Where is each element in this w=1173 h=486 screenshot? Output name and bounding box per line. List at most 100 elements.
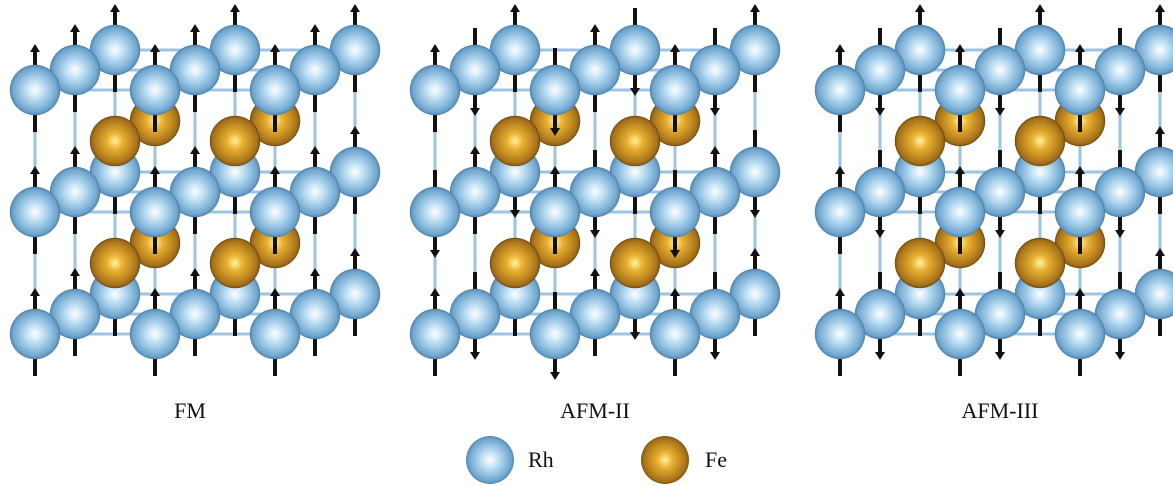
spin-head	[150, 166, 160, 174]
spin-head	[750, 210, 760, 218]
spin-head	[30, 166, 40, 174]
spin-head	[350, 126, 360, 134]
spin-head	[270, 166, 280, 174]
fe-atom	[1015, 116, 1065, 166]
rh-atom	[815, 309, 865, 359]
spin-head	[875, 108, 885, 116]
panel-label: FM	[174, 398, 206, 423]
lattice	[410, 4, 780, 380]
spin-head	[995, 352, 1005, 360]
spin-head	[70, 24, 80, 32]
rh-atom	[530, 65, 580, 115]
spin-head	[310, 268, 320, 276]
rh-atom	[935, 309, 985, 359]
spin-head	[310, 24, 320, 32]
rh-atom	[650, 65, 700, 115]
spin-head	[630, 332, 640, 340]
spin-head	[110, 4, 120, 12]
rh-atom	[410, 65, 460, 115]
spin-head	[550, 166, 560, 174]
fe-atom	[90, 238, 140, 288]
rh-atom	[130, 65, 180, 115]
spin-head	[270, 44, 280, 52]
spin-head	[470, 146, 480, 154]
spin-head	[1075, 288, 1085, 296]
fe-atom	[210, 238, 260, 288]
legend-label: Rh	[528, 447, 554, 472]
rh-atom	[1055, 187, 1105, 237]
spin-head	[1115, 230, 1125, 238]
spin-head	[995, 108, 1005, 116]
spin-head	[270, 288, 280, 296]
rh-atom	[1055, 309, 1105, 359]
spin-head	[230, 4, 240, 12]
spin-head	[190, 24, 200, 32]
spin-head	[430, 44, 440, 52]
legend-rh-sphere	[466, 436, 514, 484]
panels	[10, 4, 1173, 380]
spin-head	[835, 166, 845, 174]
spin-head	[835, 44, 845, 52]
spin-head	[875, 352, 885, 360]
spin-head	[1035, 4, 1045, 12]
fe-atom	[895, 238, 945, 288]
spin-head	[150, 288, 160, 296]
spin-head	[70, 146, 80, 154]
spin-head	[915, 4, 925, 12]
lattice	[10, 4, 380, 376]
spin-head	[1075, 166, 1085, 174]
spin-head	[670, 288, 680, 296]
spin-head	[190, 146, 200, 154]
spin-head	[510, 210, 520, 218]
rh-atom	[1055, 65, 1105, 115]
rh-atom	[410, 309, 460, 359]
spin-head	[750, 4, 760, 12]
legend-label: Fe	[705, 447, 727, 472]
spin-head	[1155, 4, 1165, 12]
spin-head	[1115, 108, 1125, 116]
spin-head	[350, 4, 360, 12]
rh-atom	[530, 187, 580, 237]
spin-head	[1155, 248, 1165, 256]
lattice	[815, 4, 1173, 376]
panel-label: AFM-III	[962, 398, 1039, 423]
fe-atom	[490, 116, 540, 166]
spin-head	[30, 44, 40, 52]
rh-atom	[10, 309, 60, 359]
spin-head	[590, 230, 600, 238]
spin-head	[470, 108, 480, 116]
rh-atom	[815, 65, 865, 115]
rh-atom	[815, 187, 865, 237]
spin-head	[835, 288, 845, 296]
spin-head	[430, 288, 440, 296]
spin-head	[1115, 352, 1125, 360]
spin-head	[750, 248, 760, 256]
spin-head	[310, 146, 320, 154]
fe-atom	[210, 116, 260, 166]
spin-head	[350, 248, 360, 256]
rh-atom	[935, 187, 985, 237]
rh-atom	[10, 187, 60, 237]
spin-head	[590, 24, 600, 32]
rh-atom	[250, 65, 300, 115]
panel-label: AFM-II	[560, 398, 630, 423]
spin-head	[955, 44, 965, 52]
rh-atom	[130, 187, 180, 237]
fe-atom	[610, 238, 660, 288]
fe-atom	[610, 116, 660, 166]
rh-atom	[650, 187, 700, 237]
fe-atom	[1015, 238, 1065, 288]
spin-head	[710, 146, 720, 154]
rh-atom	[10, 65, 60, 115]
rh-atom	[250, 187, 300, 237]
spin-head	[955, 288, 965, 296]
spin-head	[710, 352, 720, 360]
spin-head	[190, 268, 200, 276]
spin-head	[430, 250, 440, 258]
rh-atom	[410, 187, 460, 237]
spin-head	[590, 268, 600, 276]
fe-atom	[90, 116, 140, 166]
spin-head	[1075, 44, 1085, 52]
spin-head	[70, 268, 80, 276]
spin-head	[670, 44, 680, 52]
